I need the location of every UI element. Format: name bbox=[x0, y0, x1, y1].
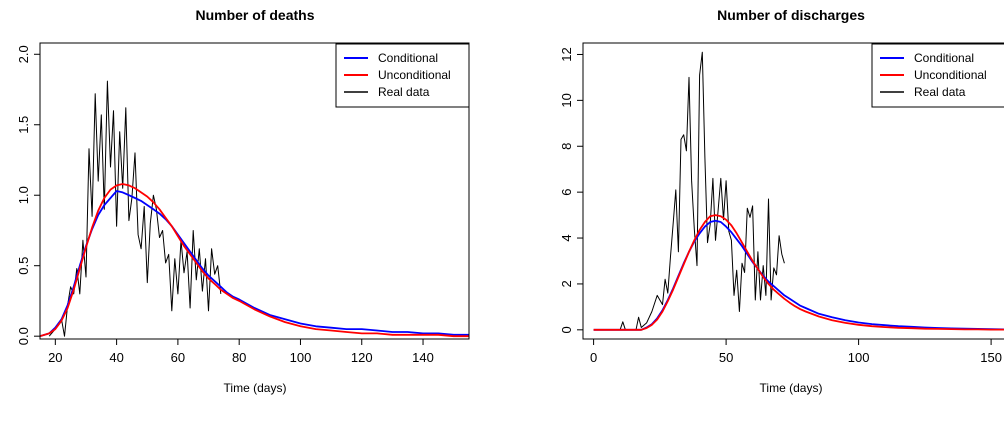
discharges-series-line-real-data bbox=[593, 51, 785, 331]
deaths-y-tick-label: 0.0 bbox=[16, 327, 31, 345]
discharges-chart-title: Number of discharges bbox=[717, 7, 865, 23]
deaths-x-tick-label: 100 bbox=[290, 350, 312, 365]
discharges-legend-label-conditional: Conditional bbox=[914, 51, 974, 65]
discharges-legend-label-real-data: Real data bbox=[914, 85, 966, 99]
deaths-y-tick-label: 1.5 bbox=[16, 116, 31, 134]
discharges-y-tick-label: 6 bbox=[559, 189, 574, 196]
deaths-x-tick-label: 80 bbox=[232, 350, 246, 365]
discharges-y-tick-label: 12 bbox=[559, 47, 574, 61]
deaths-x-axis-label: Time (days) bbox=[224, 381, 287, 395]
discharges-legend-label-unconditional: Unconditional bbox=[914, 68, 987, 82]
deaths-legend: Conditional Unconditional Real data bbox=[335, 43, 470, 108]
deaths-x-tick-label: 140 bbox=[412, 350, 434, 365]
deaths-x-tick-label: 40 bbox=[109, 350, 123, 365]
discharges-series-line-conditional bbox=[593, 219, 1004, 331]
deaths-y-tick-label: 0.5 bbox=[16, 257, 31, 275]
discharges-legend: Conditional Unconditional Real data bbox=[871, 43, 1004, 108]
discharges-y-tick-label: 2 bbox=[559, 280, 574, 287]
deaths-series-line-conditional bbox=[40, 190, 469, 338]
deaths-legend-label-unconditional: Unconditional bbox=[378, 68, 451, 82]
discharges-y-tick-label: 0 bbox=[559, 326, 574, 333]
deaths-y-tick-label: 1.0 bbox=[16, 186, 31, 204]
discharges-plot-frame bbox=[582, 42, 1004, 340]
discharges-x-tick-label: 100 bbox=[848, 350, 870, 365]
deaths-chart-panel: Number of deaths 20 40 60 80 100 120 140 0.0 0.5 1… bbox=[16, 7, 470, 395]
discharges-x-tick-label: 50 bbox=[719, 350, 733, 365]
deaths-x-tick-label: 20 bbox=[48, 350, 62, 365]
deaths-legend-label-conditional: Conditional bbox=[378, 51, 438, 65]
discharges-y-tick-label: 4 bbox=[559, 234, 574, 241]
discharges-x-axis-label: Time (days) bbox=[760, 381, 823, 395]
deaths-x-tick-label: 120 bbox=[351, 350, 373, 365]
deaths-series-line-unconditional bbox=[40, 183, 469, 338]
deaths-chart-title: Number of deaths bbox=[195, 7, 314, 23]
deaths-legend-label-real-data: Real data bbox=[378, 85, 430, 99]
deaths-series-line-real-data bbox=[48, 80, 222, 337]
discharges-x-tick-label: 150 bbox=[980, 350, 1002, 365]
discharges-y-tick-label: 8 bbox=[559, 143, 574, 150]
deaths-y-tick-label: 2.0 bbox=[16, 45, 31, 63]
deaths-plot-frame bbox=[39, 42, 470, 340]
discharges-y-tick-label: 10 bbox=[559, 93, 574, 107]
discharges-chart-panel: Number of discharges 0 50 100 150 0 2 4 6 8 10 12 Ti… bbox=[559, 7, 1004, 395]
deaths-x-tick-label: 60 bbox=[171, 350, 185, 365]
discharges-series-line-unconditional bbox=[593, 214, 1004, 331]
discharges-x-tick-label: 0 bbox=[590, 350, 597, 365]
